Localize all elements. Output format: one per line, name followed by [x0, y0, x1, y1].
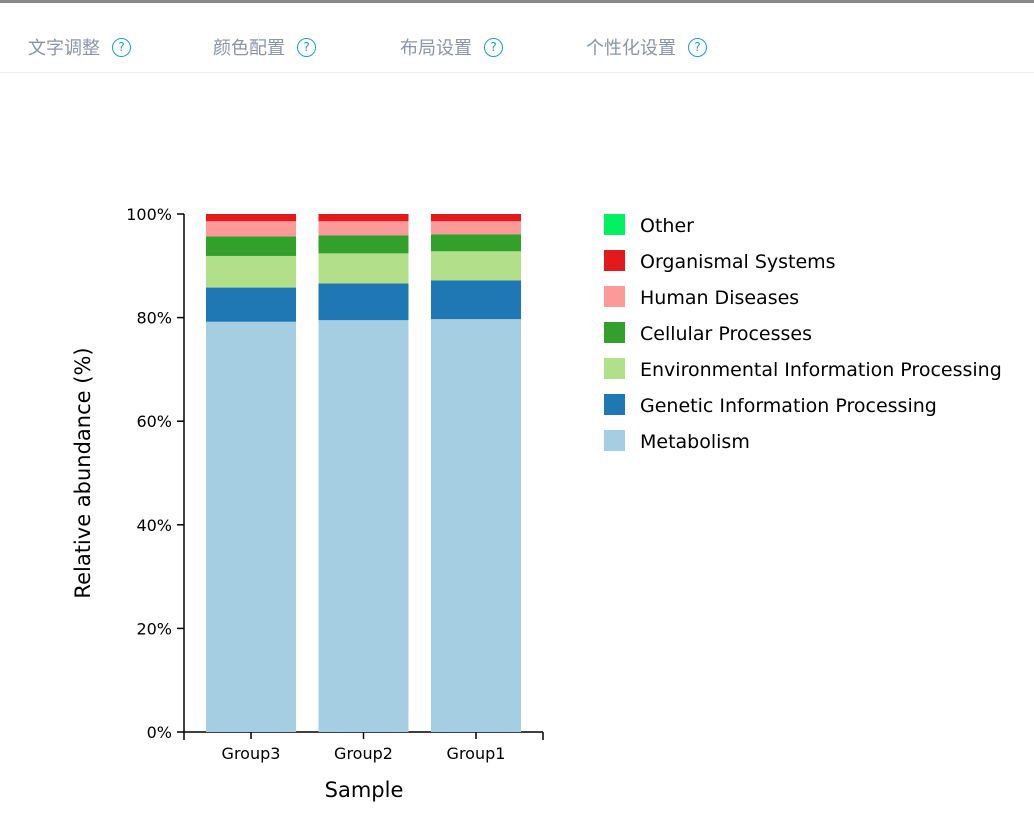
bar-segment-cellular-processes	[431, 234, 521, 252]
bar-segment-environmental-information-processing	[206, 255, 296, 288]
bar-segment-metabolism	[318, 320, 409, 732]
legend-label: Other	[640, 215, 694, 237]
x-tick-label: Group2	[334, 744, 393, 763]
bar-segment-human-diseases	[431, 221, 521, 235]
y-tick-label: 80%	[136, 309, 172, 328]
legend-label: Human Diseases	[640, 287, 799, 309]
bar-segment-genetic-information-processing	[318, 283, 409, 321]
tab-label: 文字调整	[28, 38, 100, 59]
bar-segment-cellular-processes	[318, 235, 409, 254]
bar-segment-metabolism	[206, 321, 296, 732]
legend-swatch	[604, 358, 625, 379]
help-circle-icon[interactable]: ?	[297, 37, 316, 57]
bar-segment-genetic-information-processing	[431, 280, 521, 320]
tab-label: 个性化设置	[586, 38, 676, 59]
y-tick-label: 20%	[136, 619, 172, 638]
legend-swatch	[604, 250, 625, 271]
tab-layout-settings[interactable]: 布局设置?	[400, 34, 503, 60]
tab-personalize[interactable]: 个性化设置?	[586, 34, 707, 60]
legend-swatch	[604, 322, 625, 343]
window-top-border	[0, 0, 1034, 3]
tab-label: 布局设置	[400, 38, 472, 59]
legend-label: Environmental Information Processing	[640, 359, 1002, 381]
legend-label: Cellular Processes	[640, 323, 812, 345]
bar-segment-organismal-systems	[431, 214, 521, 222]
bar-segment-genetic-information-processing	[206, 287, 296, 322]
help-circle-icon[interactable]: ?	[112, 37, 131, 57]
legend-swatch	[604, 214, 625, 235]
legend-label: Genetic Information Processing	[640, 395, 937, 417]
bar-segment-human-diseases	[318, 221, 409, 236]
y-tick-label: 0%	[147, 723, 172, 742]
tab-color-config[interactable]: 颜色配置?	[213, 34, 316, 60]
bar-segment-environmental-information-processing	[318, 253, 409, 284]
help-circle-icon[interactable]: ?	[484, 37, 503, 57]
settings-tabs: 文字调整? 颜色配置? 布局设置? 个性化设置?	[0, 22, 1034, 73]
bar-segment-human-diseases	[206, 221, 296, 237]
bar-segment-metabolism	[431, 319, 521, 732]
bar-segment-environmental-information-processing	[431, 251, 521, 281]
legend-label: Organismal Systems	[640, 251, 836, 273]
tab-label: 颜色配置	[213, 38, 285, 59]
x-tick-label: Group1	[447, 744, 506, 763]
legend-swatch	[604, 286, 625, 307]
help-circle-icon[interactable]: ?	[688, 37, 707, 57]
x-axis-title: Sample	[325, 778, 404, 802]
legend-label: Metabolism	[640, 431, 750, 453]
legend-swatch	[604, 430, 625, 451]
tab-text-adjust[interactable]: 文字调整?	[28, 34, 131, 60]
legend-swatch	[604, 394, 625, 415]
y-tick-label: 40%	[136, 516, 172, 535]
y-tick-label: 60%	[136, 412, 172, 431]
bar-segment-organismal-systems	[318, 214, 409, 222]
y-tick-label: 100%	[126, 205, 172, 224]
x-tick-label: Group3	[222, 744, 281, 763]
bar-segment-cellular-processes	[206, 236, 296, 256]
bar-segment-organismal-systems	[206, 214, 296, 222]
y-axis-title: Relative abundance (%)	[71, 347, 95, 598]
